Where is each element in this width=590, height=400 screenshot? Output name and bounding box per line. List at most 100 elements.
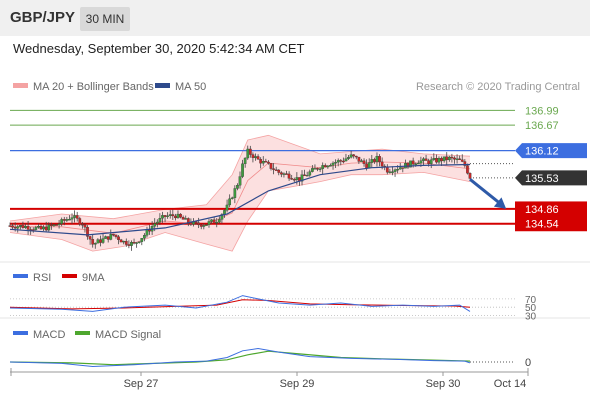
macd-plot: 0: [9, 347, 531, 369]
candle-body: [365, 163, 368, 169]
candle-body: [429, 159, 433, 164]
candle-body: [370, 159, 374, 163]
candle-body: [432, 158, 436, 160]
candle-body: [104, 236, 107, 239]
candle-body: [158, 218, 162, 223]
candle-body: [437, 158, 441, 163]
candle-body: [91, 239, 95, 245]
candle-body: [145, 229, 149, 236]
candle-body: [143, 235, 146, 239]
candle-body: [8, 225, 12, 227]
candle-body: [357, 156, 361, 162]
candle-body: [26, 226, 30, 230]
candle-body: [323, 165, 327, 168]
legend-signal-swatch: [75, 331, 90, 335]
candle-body: [422, 158, 425, 161]
candle-body: [316, 168, 319, 170]
support-label-2: 134.54: [525, 219, 559, 231]
candle-body: [174, 215, 177, 219]
candle-body: [34, 227, 38, 230]
candle-body: [362, 160, 366, 164]
support-label-1: 134.86: [525, 204, 559, 216]
rsi-tick-70: 70: [525, 295, 537, 306]
legend-rsi-label: RSI: [33, 272, 51, 284]
candle-body: [161, 215, 164, 219]
candle-body: [442, 156, 446, 162]
candle-body: [251, 154, 255, 158]
candle-body: [47, 224, 51, 231]
candle-body: [463, 161, 467, 166]
instrument-title: GBP/JPY: [10, 9, 76, 26]
candle-body: [305, 175, 309, 177]
candle-body: [468, 173, 472, 179]
candle-body: [168, 214, 172, 216]
resistance-label-2: 136.67: [525, 120, 559, 132]
legend-9ma-label: 9MA: [82, 272, 105, 284]
candle-body: [24, 226, 27, 228]
candle-body: [99, 239, 102, 243]
candle-body: [360, 160, 363, 162]
timeframe-button[interactable]: 30 MIN: [80, 7, 130, 31]
rsi-line: [9, 295, 471, 312]
candle-body: [37, 225, 40, 228]
candle-body: [342, 160, 345, 163]
candle-body: [112, 234, 115, 236]
bollinger-lower-line: [9, 171, 471, 252]
candle-body: [179, 213, 182, 218]
candle-body: [75, 215, 79, 219]
candle-body: [202, 225, 206, 227]
candle-body: [295, 177, 299, 180]
pivot-label: 136.12: [525, 146, 559, 158]
candle-body: [210, 219, 213, 222]
candle-body: [435, 158, 438, 163]
candle-body: [39, 225, 43, 230]
candle-body: [117, 236, 120, 240]
candle-body: [458, 158, 462, 160]
candle-body: [347, 157, 350, 159]
macd-line: [9, 347, 471, 368]
candle-body: [212, 219, 216, 223]
candle-body: [163, 215, 167, 217]
candle-body: [409, 160, 412, 168]
candle-body: [453, 157, 456, 160]
legend-bb-label: MA 20 + Bollinger Bands: [33, 81, 154, 93]
candle-body: [70, 217, 74, 220]
candle-body: [300, 174, 304, 182]
rsi-tick-50: 50: [525, 303, 537, 314]
candle-body: [184, 218, 188, 220]
price-plot: 136.99 136.67 136.12 135.53 134.86 134.54: [8, 105, 587, 252]
x-tick-sep27: Sep 27: [124, 378, 159, 390]
candle-body: [419, 160, 423, 164]
candle-body: [367, 162, 371, 169]
candle-body: [228, 198, 232, 206]
legend-macd-label: MACD: [33, 329, 65, 341]
candle-body: [466, 165, 469, 174]
candle-body: [49, 224, 53, 227]
candle-body: [220, 214, 224, 220]
resistance-label-1: 136.99: [525, 105, 559, 117]
candle-body: [181, 217, 185, 220]
candle-body: [127, 244, 131, 246]
candle-body: [88, 236, 92, 240]
projection-arrow-head: [493, 197, 507, 209]
candle-body: [233, 188, 237, 198]
candle-body: [243, 157, 247, 164]
candle-body: [114, 234, 118, 237]
candle-body: [344, 158, 348, 162]
header-bar: GBP/JPY 30 MIN: [0, 0, 590, 36]
candle-body: [334, 162, 337, 164]
candle-body: [339, 160, 343, 162]
x-tick-sep29: Sep 29: [280, 378, 315, 390]
candle-body: [424, 158, 428, 161]
candle-body: [93, 242, 97, 245]
candle-body: [269, 163, 273, 169]
legend-macd-swatch: [13, 331, 28, 335]
candle-body: [119, 239, 123, 243]
rsi-tick-30: 30: [525, 312, 537, 323]
candle-body: [83, 224, 87, 228]
candle-body: [396, 169, 399, 171]
candle-body: [155, 221, 159, 224]
candle-body: [290, 178, 294, 180]
candle-body: [96, 239, 100, 244]
legend-rsi-swatch: [13, 274, 28, 278]
